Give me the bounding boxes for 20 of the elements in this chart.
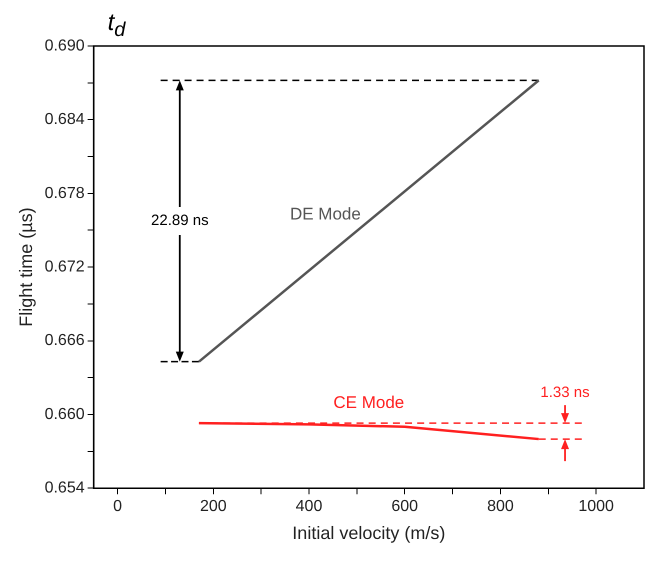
series-label: CE Mode bbox=[333, 392, 404, 412]
x-tick-label: 1000 bbox=[578, 498, 614, 516]
y-tick-label: 0.690 bbox=[44, 37, 85, 54]
x-tick-label: 600 bbox=[391, 498, 418, 516]
y-tick-label: 0.684 bbox=[44, 111, 85, 128]
x-tick-label: 200 bbox=[200, 498, 227, 516]
y-axis-title: Flight time (µs) bbox=[16, 207, 36, 327]
y-tick-label: 0.660 bbox=[44, 406, 85, 423]
x-tick-label: 400 bbox=[296, 498, 322, 516]
y-tick-label: 0.678 bbox=[44, 184, 85, 202]
x-tick-label: 800 bbox=[487, 498, 514, 516]
y-tick-label: 0.654 bbox=[44, 480, 85, 497]
series-label: DE Mode bbox=[290, 204, 361, 224]
chart-title: t$_{d}$ bbox=[108, 8, 126, 43]
y-tick-label: 0.666 bbox=[44, 332, 85, 350]
x-tick-label: 0 bbox=[113, 498, 122, 516]
y-tick-label: 0.672 bbox=[44, 258, 85, 276]
x-axis-title: Initial velocity (m/s) bbox=[292, 523, 446, 544]
annotation: 1.33 ns bbox=[540, 384, 590, 402]
annotation: 22.89 ns bbox=[151, 212, 209, 230]
